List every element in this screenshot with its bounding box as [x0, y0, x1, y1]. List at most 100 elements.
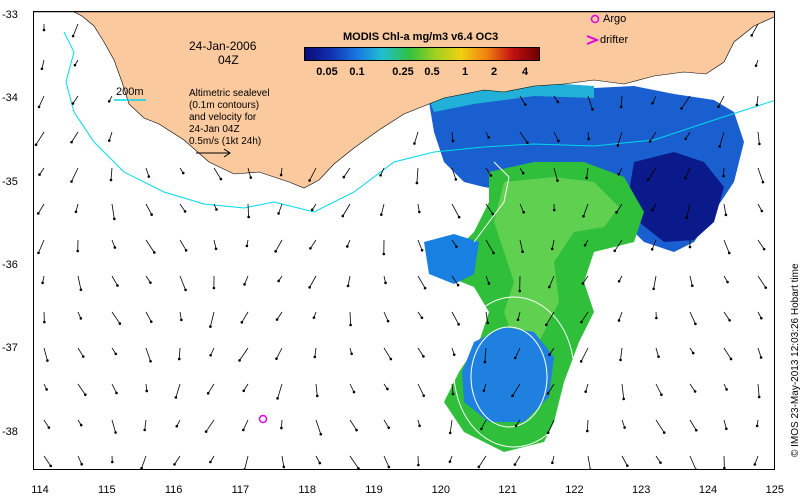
velocity-arrow-head: [355, 428, 358, 432]
velocity-arrow: [723, 311, 730, 321]
velocity-arrow-head: [114, 352, 118, 356]
velocity-arrow-head: [276, 397, 279, 400]
velocity-arrow-head: [724, 213, 728, 217]
velocity-arrow-head: [379, 173, 382, 177]
velocity-arrow: [145, 275, 151, 283]
velocity-arrow: [77, 383, 86, 395]
velocity-arrow: [275, 239, 283, 252]
velocity-arrow-head: [544, 323, 548, 327]
velocity-arrow-head: [650, 247, 654, 251]
velocity-arrow-head: [40, 67, 44, 71]
velocity-arrow: [481, 419, 487, 430]
velocity-arrow-head: [149, 281, 152, 284]
velocity-arrow-head: [422, 355, 425, 358]
velocity-arrow: [485, 203, 494, 215]
velocity-arrow: [621, 383, 625, 399]
velocity-arrow-head: [582, 214, 585, 218]
velocity-arrow: [580, 347, 589, 362]
isobath-legend-line: [114, 99, 146, 101]
velocity-arrow: [383, 419, 390, 428]
velocity-arrow-head: [418, 424, 421, 428]
velocity-arrow-head: [180, 318, 183, 322]
velocity-arrow: [349, 383, 355, 393]
velocity-arrow: [244, 455, 249, 469]
velocity-arrow-head: [79, 317, 83, 320]
sealevel-contours: [453, 161, 575, 448]
velocity-arrow: [618, 311, 623, 321]
velocity-arrow-head: [688, 245, 692, 249]
velocity-arrow-head: [548, 285, 551, 289]
velocity-arrow-head: [387, 426, 391, 429]
velocity-arrow: [77, 455, 83, 465]
time-label: 04Z: [218, 53, 239, 67]
velocity-arrow: [723, 167, 725, 177]
velocity-arrow: [451, 167, 457, 180]
velocity-arrow-head: [184, 249, 188, 252]
velocity-arrow-head: [380, 213, 383, 216]
velocity-arrow: [111, 275, 118, 286]
velocity-arrow: [179, 203, 186, 212]
velocity-arrow-head: [113, 246, 117, 249]
colorbar-tick-label: 0.1: [349, 66, 365, 78]
velocity-arrow: [417, 347, 424, 357]
velocity-arrow-head: [579, 360, 583, 363]
velocity-arrow-head: [79, 288, 83, 291]
velocity-arrow: [585, 383, 589, 392]
velocity-arrow: [145, 311, 152, 322]
velocity-arrow: [210, 347, 215, 356]
velocity-arrow-head: [623, 426, 626, 429]
velocity-arrow-head: [492, 251, 495, 255]
velocity-arrow-head: [693, 390, 697, 393]
velocity-arrow-head: [313, 355, 317, 359]
velocity-arrow-head: [212, 286, 216, 290]
velocity-arrow-head: [206, 392, 210, 395]
velocity-arrow: [314, 347, 317, 357]
velocity-arrow: [655, 419, 665, 433]
x-tick-label: 117: [231, 484, 250, 496]
velocity-arrow-head: [107, 139, 111, 142]
velocity-arrow: [478, 455, 487, 468]
velocity-arrow-head: [384, 281, 387, 285]
velocity-arrow: [417, 275, 426, 289]
velocity-arrow: [655, 383, 662, 395]
velocity-arrow-head: [345, 245, 349, 248]
velocity-arrow-head: [315, 394, 319, 398]
velocity-arrow-head: [522, 210, 525, 214]
velocity-arrow: [551, 239, 555, 249]
velocity-arrow-head: [387, 465, 391, 469]
velocity-arrow-head: [47, 426, 51, 429]
velocity-arrow: [41, 59, 45, 69]
velocity-arrow-head: [275, 357, 278, 360]
velocity-arrow-head: [73, 63, 77, 67]
velocity-arrow-head: [723, 466, 726, 469]
velocity-arrow-head: [413, 142, 416, 145]
velocity-arrow-head: [646, 178, 650, 181]
velocity-arrow-head: [615, 211, 618, 214]
velocity-arrow: [587, 455, 591, 469]
velocity-arrow-head: [149, 320, 153, 323]
velocity-scale-arrow: [196, 148, 231, 158]
colorbar-tick-label: 1: [461, 66, 469, 78]
velocity-arrow-head: [114, 431, 117, 434]
velocity-arrow: [586, 167, 589, 178]
velocity-arrow: [380, 203, 385, 215]
velocity-arrow: [175, 383, 181, 398]
velocity-arrow: [417, 239, 423, 251]
velocity-arrow-head: [242, 389, 246, 393]
velocity-arrow: [689, 275, 693, 286]
velocity-arrow-head: [750, 34, 753, 37]
velocity-arrow-head: [118, 322, 122, 325]
velocity-arrow-head: [249, 176, 253, 179]
velocity-arrow-head: [514, 424, 518, 428]
velocity-arrow: [39, 167, 45, 175]
velocity-arrow: [383, 347, 392, 360]
x-tick-label: 120: [431, 484, 450, 496]
velocity-arrow-head: [452, 353, 456, 356]
velocity-arrow-head: [352, 390, 356, 394]
velocity-arrow: [757, 239, 765, 250]
velocity-arrow: [281, 419, 283, 429]
velocity-arrow-head: [548, 353, 551, 356]
velocity-arrow: [484, 347, 487, 362]
map-frame: [33, 11, 775, 470]
velocity-arrow-head: [420, 248, 424, 252]
